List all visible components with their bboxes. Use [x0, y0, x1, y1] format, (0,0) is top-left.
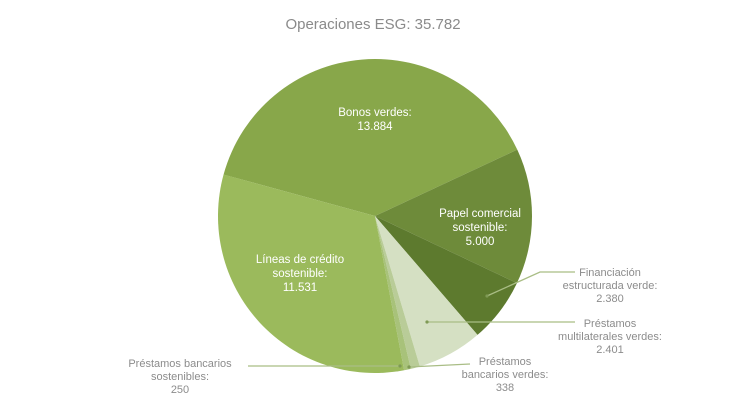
- pie-slice: [375, 216, 517, 335]
- chart-title: Operaciones ESG: 35.782: [285, 16, 461, 33]
- label-prestamos-multilaterales: Préstamos multilaterales verdes: 2.401: [545, 318, 675, 357]
- label-lineas-credito: Líneas de crédito sostenible: 11.531: [235, 253, 365, 295]
- label-line: sostenible:: [272, 268, 328, 280]
- label-value: 13.884: [357, 121, 393, 133]
- label-line: multilaterales verdes:: [558, 331, 662, 343]
- leader-dot: [485, 294, 489, 298]
- label-line: Préstamos: [583, 318, 637, 330]
- pie-slice: [223, 58, 518, 216]
- label-financiacion-estructurada: Financiación estructurada verde: 2.380: [555, 267, 665, 306]
- leader-line: [486, 271, 575, 297]
- label-prestamos-bancarios-sostenibles: Préstamos bancarios sostenibles: 250: [115, 358, 245, 397]
- label-prestamos-bancarios-verdes: Préstamos bancarios verdes: 338: [445, 356, 565, 395]
- label-line: bancarios verdes:: [461, 369, 549, 381]
- label-papel-comercial: Papel comercial sostenible: 5.000: [420, 207, 540, 249]
- pie-slice: [375, 216, 478, 367]
- label-line: Financiación: [579, 267, 641, 279]
- label-value: 11.531: [282, 282, 318, 294]
- label-bonos-verdes: Bonos verdes: 13.884: [300, 106, 450, 134]
- leader-line: [408, 363, 471, 368]
- pie-slice: [218, 174, 405, 374]
- leader-dot: [398, 364, 402, 368]
- label-line: Bonos verdes:: [338, 107, 412, 119]
- label-value: 250: [170, 384, 190, 396]
- label-line: Papel comercial: [439, 208, 521, 220]
- label-value: 338: [495, 382, 515, 394]
- label-value: 2.401: [596, 344, 624, 356]
- label-line: sostenible:: [452, 222, 508, 234]
- label-value: 5.000: [465, 236, 495, 248]
- label-line: sostenibles:: [150, 371, 210, 383]
- leader-dot: [407, 365, 411, 369]
- label-value: 2.380: [596, 293, 624, 305]
- pie-slice: [375, 149, 532, 284]
- label-line: Préstamos: [478, 356, 532, 368]
- leader-dot: [425, 320, 429, 324]
- pie-slice: [375, 216, 420, 369]
- pie-slice: [375, 216, 411, 371]
- label-line: estructurada verde:: [562, 280, 658, 292]
- label-line: Préstamos bancarios: [128, 358, 232, 370]
- label-line: Líneas de crédito: [255, 254, 345, 266]
